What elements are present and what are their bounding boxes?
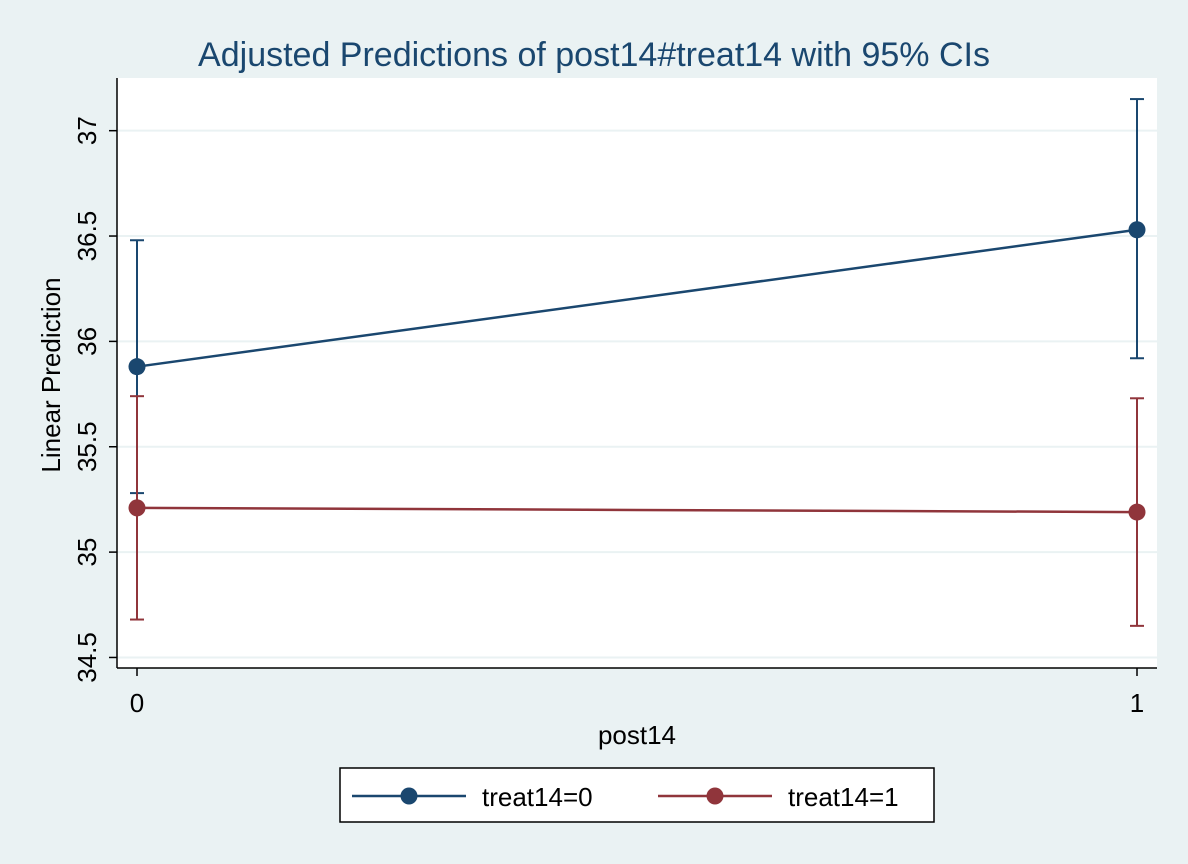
plot-area: [117, 78, 1157, 668]
data-point-treat14-0-x0: [128, 358, 146, 376]
y-axis-title: Linear Prediction: [36, 277, 66, 472]
y-tick-label-36-5: 36.5: [72, 211, 102, 262]
series-layer: [128, 98, 1146, 627]
series-line-treat14-0: [136, 228, 1138, 368]
y-tick-label-34-5: 34.5: [72, 632, 102, 683]
data-point-treat14-0-x1: [1128, 221, 1146, 239]
legend: treat14=0 treat14=1: [339, 767, 935, 823]
gridlines: [117, 129, 1157, 659]
data-point-treat14-1-x0: [128, 499, 146, 517]
y-axis-ticks: 34.5 35 35.5 36 36.5 37: [72, 116, 117, 683]
x-tick-label-0: 0: [130, 688, 144, 718]
legend-label-treat14-1: treat14=1: [788, 782, 899, 812]
data-point-treat14-1-x1: [1128, 503, 1146, 521]
legend-label-treat14-0: treat14=0: [482, 782, 593, 812]
series-line-treat14-1: [136, 506, 1138, 514]
x-axis-title: post14: [598, 720, 676, 750]
legend-marker-treat14-1: [706, 787, 724, 805]
y-tick-label-37: 37: [72, 116, 102, 145]
chart-title: Adjusted Predictions of post14#treat14 w…: [198, 36, 990, 74]
legend-marker-treat14-0: [400, 787, 418, 805]
x-tick-label-1: 1: [1130, 688, 1144, 718]
series-treat14-1: [128, 395, 1146, 627]
y-tick-label-35: 35: [72, 538, 102, 567]
y-tick-label-36: 36: [72, 327, 102, 356]
y-tick-label-35-5: 35.5: [72, 421, 102, 472]
